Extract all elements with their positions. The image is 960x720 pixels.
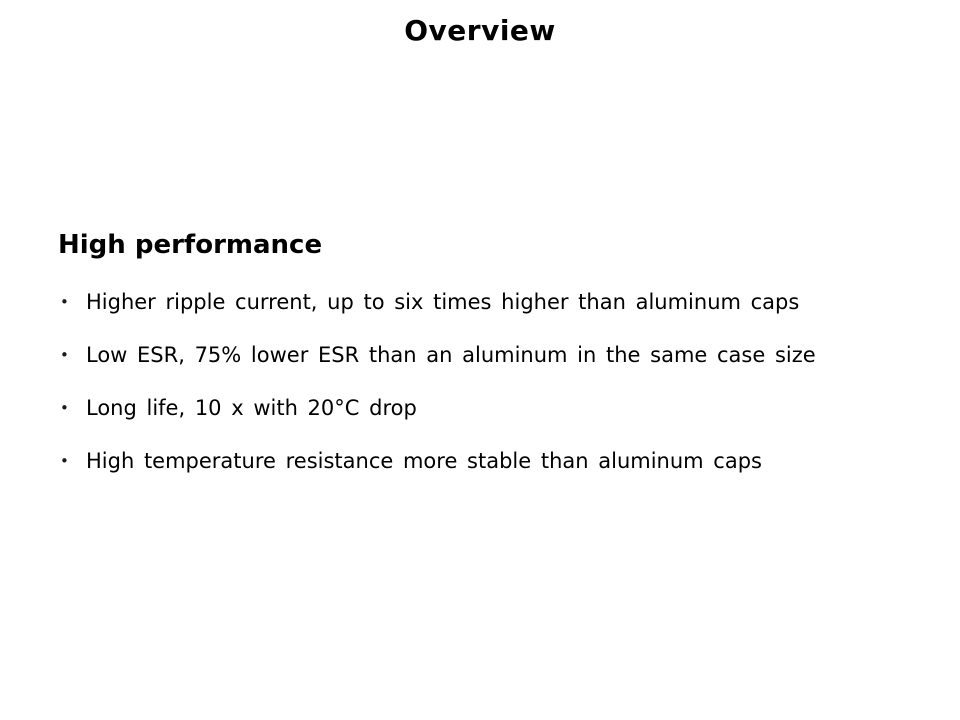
section-heading: High performance	[58, 230, 323, 260]
bullet-text: Low ESR, 75% lower ESR than an aluminum …	[86, 343, 816, 367]
slide-title: Overview	[404, 14, 556, 47]
bullet-text: High temperature resistance more stable …	[86, 449, 762, 473]
bullet-icon: •	[60, 452, 69, 470]
bullet-item: • High temperature resistance more stabl…	[60, 446, 920, 477]
bullet-text: Long life, 10 x with 20°C drop	[86, 396, 417, 420]
bullet-icon: •	[60, 346, 69, 364]
bullet-list: • Higher ripple current, up to six times…	[60, 287, 920, 499]
bullet-item: • Low ESR, 75% lower ESR than an aluminu…	[60, 340, 920, 371]
bullet-item: • Higher ripple current, up to six times…	[60, 287, 920, 318]
bullet-icon: •	[60, 293, 69, 311]
bullet-icon: •	[60, 399, 69, 417]
bullet-item: • Long life, 10 x with 20°C drop	[60, 393, 920, 424]
bullet-text: Higher ripple current, up to six times h…	[86, 290, 800, 314]
